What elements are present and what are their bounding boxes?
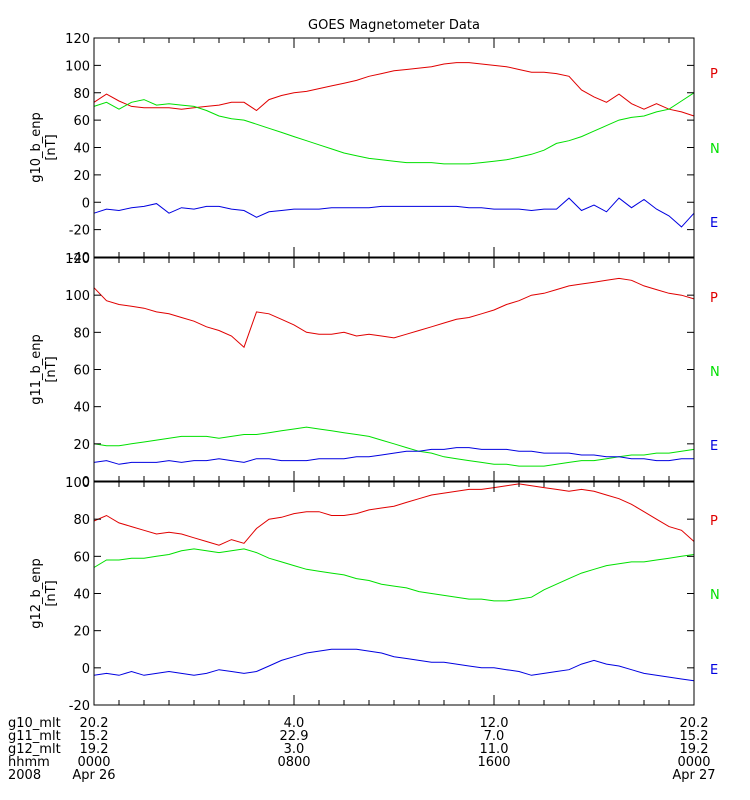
x-tick-label: 22.9 [280, 729, 309, 744]
x-row-label: g11_mlt [8, 729, 61, 744]
y-tick-label: 0 [82, 662, 90, 677]
panel-0: -40 -20 0 20 40 60 80 100 120 g10_b_enp [nT] P N E [29, 32, 720, 266]
series-line-n [93, 548, 695, 602]
x-tick-label: 20.2 [680, 716, 709, 731]
series-line-p [93, 277, 695, 349]
y-tick-label: 100 [65, 289, 90, 304]
x-tick-label: 15.2 [80, 729, 109, 744]
panel-1: 0 20 40 60 80 100 120 g11_b_enp [nT] P N E [29, 252, 720, 490]
y-tick-label: 0 [82, 475, 90, 490]
x-axis-labels: g10_mlt 20.2 4.0 12.0 20.2 g11_mlt 15.2 22.9 7.0… [8, 716, 716, 783]
x-tick-label: 19.2 [680, 742, 709, 757]
plot-frame [93, 481, 695, 706]
y-tick-label: 60 [73, 364, 90, 379]
series-line-e [93, 197, 695, 228]
y-tick-label: 100 [65, 59, 90, 74]
y-tick-label: 120 [65, 252, 90, 267]
y-axis-label: g11_b_enp [29, 334, 44, 405]
legend-p: P [710, 514, 718, 529]
x-tick-label: 0000 [677, 755, 710, 770]
x-tick-label: Apr 27 [672, 768, 715, 783]
x-row-label: 2008 [8, 768, 41, 783]
y-tick-label: 20 [73, 169, 90, 184]
y-tick-label: 80 [73, 513, 90, 528]
y-tick-label: 120 [65, 32, 90, 47]
legend-n: N [710, 142, 720, 157]
legend-p: P [710, 291, 718, 306]
x-tick-label: 0000 [77, 755, 110, 770]
series-line-p [93, 62, 695, 117]
y-tick-label: -20 [69, 224, 90, 239]
y-tick-label: 40 [73, 142, 90, 157]
y-tick-label: -40 [69, 251, 90, 266]
panel-2: -20 0 20 40 60 80 100 g12_b_enp [nT] P N E [29, 476, 720, 714]
legend-e: E [710, 216, 718, 231]
y-tick-label: 80 [73, 87, 90, 102]
y-tick-label: 20 [73, 625, 90, 640]
x-tick-label: 1600 [477, 755, 510, 770]
y-tick-label: 40 [73, 401, 90, 416]
x-row-label: g12_mlt [8, 742, 61, 757]
y-axis-unit: [nT] [44, 356, 59, 382]
series-line-e [93, 648, 695, 682]
x-tick-label: 15.2 [680, 729, 709, 744]
x-tick-label: 0800 [277, 755, 310, 770]
x-tick-label: 3.0 [284, 742, 305, 757]
series-line-n [93, 426, 695, 467]
legend-p: P [710, 67, 718, 82]
y-axis-unit: [nT] [44, 580, 59, 606]
y-tick-label: 40 [73, 588, 90, 603]
x-tick-label: 7.0 [484, 729, 505, 744]
x-tick-label: Apr 26 [72, 768, 115, 783]
x-tick-label: 11.0 [480, 742, 509, 757]
legend-n: N [710, 588, 720, 603]
y-tick-label: 60 [73, 550, 90, 565]
y-axis-label: g12_b_enp [29, 558, 44, 629]
y-tick-label: 0 [82, 196, 90, 211]
x-row-label: g10_mlt [8, 716, 61, 731]
series-line-p [93, 483, 695, 546]
y-tick-label: 80 [73, 326, 90, 341]
y-tick-label: 100 [65, 476, 90, 491]
y-tick-label: -20 [69, 699, 90, 714]
x-tick-label: 4.0 [284, 716, 305, 731]
x-tick-label: 12.0 [480, 716, 509, 731]
x-tick-label: 19.2 [80, 742, 109, 757]
plot-frame [93, 257, 695, 482]
legend-e: E [710, 439, 718, 454]
x-tick-label: 20.2 [80, 716, 109, 731]
y-axis-label: g10_b_enp [29, 112, 44, 183]
series-line-e [93, 447, 694, 465]
y-axis-unit: [nT] [44, 134, 59, 160]
y-tick-label: 20 [73, 438, 90, 453]
x-row-label: hhmm [8, 755, 50, 770]
legend-e: E [710, 663, 718, 678]
chart-title: GOES Magnetometer Data [308, 18, 480, 33]
legend-n: N [710, 365, 720, 380]
y-tick-label: 60 [73, 114, 90, 129]
series-line-n [93, 92, 695, 165]
